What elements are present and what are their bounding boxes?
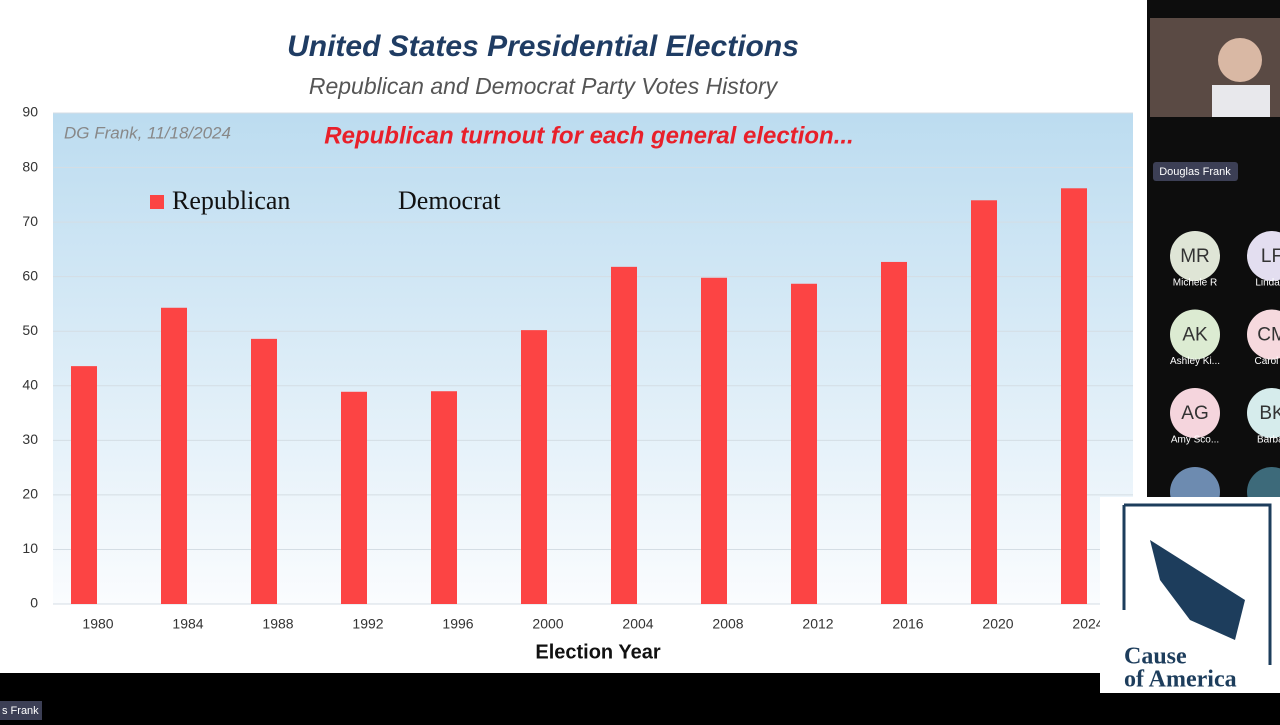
y-tick-label: 40 — [22, 376, 38, 392]
avatar — [1247, 467, 1280, 497]
x-tick-label: 2020 — [982, 616, 1013, 632]
avatar — [1247, 231, 1280, 281]
speaker-name: Douglas Frank — [1159, 166, 1231, 178]
avatar — [1170, 388, 1220, 438]
logo-hand — [1150, 540, 1245, 640]
participant-name: Amy Sco... — [1171, 435, 1219, 446]
y-tick-label: 30 — [22, 431, 38, 447]
participant-name: Michele R — [1173, 278, 1217, 289]
x-tick-label: 1996 — [442, 616, 473, 632]
avatar-initials: AK — [1182, 325, 1208, 346]
bar — [161, 307, 187, 604]
bar — [431, 391, 457, 604]
x-tick-label: 2012 — [802, 616, 833, 632]
participant-name: Linda F — [1255, 278, 1280, 289]
x-tick-label: 2016 — [892, 616, 923, 632]
x-tick-label: 2000 — [532, 616, 563, 632]
y-tick-label: 50 — [22, 322, 38, 338]
y-tick-label: 80 — [22, 158, 38, 174]
x-tick-label: 2004 — [622, 616, 653, 632]
x-tick-label: 1988 — [262, 616, 293, 632]
avatar-initials: LF — [1261, 246, 1280, 267]
plot-area — [53, 113, 1133, 604]
avatar-initials: MR — [1180, 246, 1210, 267]
bar — [971, 200, 997, 605]
x-axis-label: Election Year — [535, 641, 660, 663]
bar — [611, 266, 637, 604]
avatar — [1170, 231, 1220, 281]
legend-swatch — [150, 195, 164, 209]
avatar — [1170, 467, 1220, 497]
name-tag-text: s Frank — [2, 705, 39, 717]
participant-name: Barbar — [1257, 435, 1280, 446]
y-tick-label: 0 — [30, 595, 38, 611]
y-tick-label: 10 — [22, 540, 38, 556]
name-tag — [0, 701, 42, 720]
speaker-face — [1218, 38, 1262, 82]
y-tick-label: 70 — [22, 213, 38, 229]
avatar-initials: AG — [1181, 403, 1208, 424]
legend: Republican Democrat — [150, 186, 501, 215]
y-tick-label: 90 — [22, 104, 38, 120]
speaker-shirt — [1212, 85, 1270, 117]
x-tick-label: 2024 — [1072, 616, 1103, 632]
bar — [341, 391, 367, 604]
avatar-initials: BK — [1259, 403, 1280, 424]
x-tick-label: 1984 — [172, 616, 203, 632]
x-tick-label: 1980 — [82, 616, 113, 632]
bar — [791, 283, 817, 604]
legend-label: Democrat — [398, 186, 501, 215]
chart-subtitle: Republican and Democrat Party Votes Hist… — [309, 73, 779, 99]
logo-text: of America — [1124, 667, 1237, 693]
participant-name: Ashley Ki... — [1170, 356, 1220, 367]
author-note: DG Frank, 11/18/2024 — [64, 123, 231, 142]
bar — [251, 338, 277, 604]
bar — [701, 277, 727, 604]
x-tick-label: 2008 — [712, 616, 743, 632]
y-tick-label: 60 — [22, 267, 38, 283]
chart-title: United States Presidential Elections — [287, 30, 799, 63]
participants: MR Michele R LF Linda F AK Ashley Ki... CM Caro… — [1170, 231, 1280, 497]
avatar — [1170, 309, 1220, 360]
y-tick-label: 20 — [22, 486, 38, 502]
avatar — [1247, 388, 1280, 438]
logo-frame — [1122, 503, 1272, 665]
bar — [881, 261, 907, 604]
x-tick-label: 1992 — [352, 616, 383, 632]
annotation: Republican turnout for each general elec… — [324, 122, 853, 149]
avatar-initials: CM — [1257, 325, 1280, 346]
legend-label: Republican — [172, 186, 290, 215]
bar — [521, 330, 547, 604]
participant-name: Carol M — [1254, 356, 1280, 367]
bar — [1061, 188, 1087, 604]
avatar — [1247, 309, 1280, 360]
logo-text: Cause — [1124, 644, 1187, 670]
speaker-tag — [1153, 162, 1238, 181]
bar — [71, 366, 97, 604]
